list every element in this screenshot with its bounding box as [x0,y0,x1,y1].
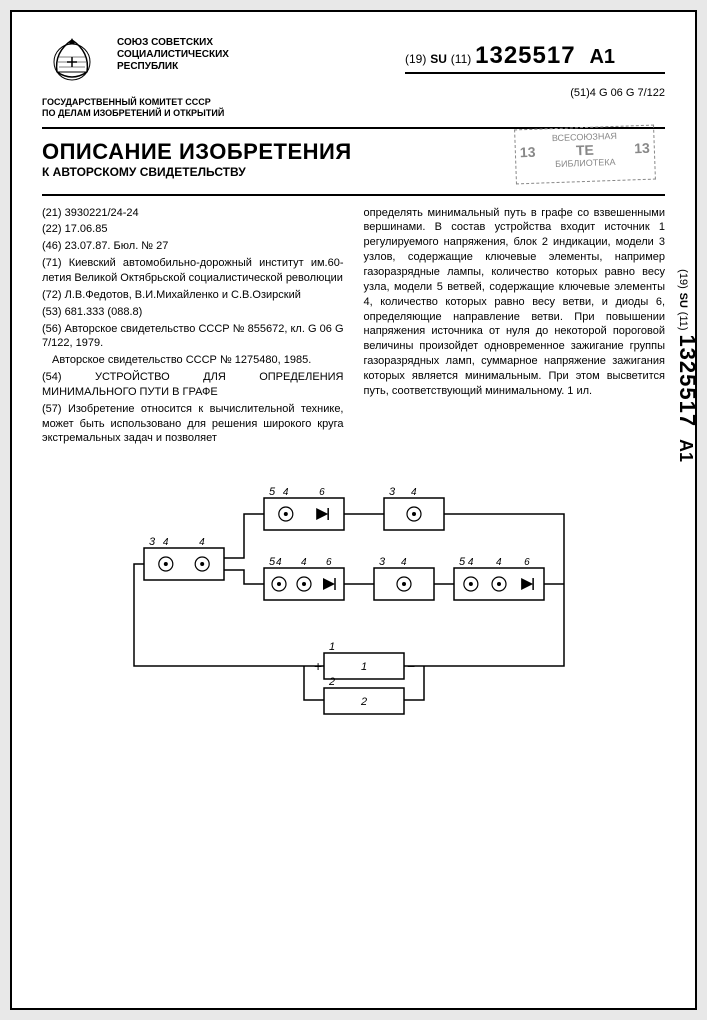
patent-number: 1325517 [475,42,575,69]
svg-text:4: 4 [199,537,205,548]
svg-text:6: 6 [319,487,325,498]
code-11: (11) [451,52,471,66]
svg-text:5: 5 [459,556,466,568]
svg-text:4: 4 [162,537,168,548]
stamp-num-right: 13 [634,140,650,157]
field-56: (56) Авторское свидетельство СССР № 8556… [42,322,344,352]
svg-text:2: 2 [360,696,367,708]
classif-code: G 06 G 7/122 [599,87,665,99]
side-kind-code: A1 [676,439,696,462]
svg-text:5: 5 [269,556,276,568]
classification: (51)4 G 06 G 7/122 [570,87,665,99]
divider2 [42,194,665,196]
svg-text:1: 1 [329,641,335,653]
field-46: (46) 23.07.87. Бюл. № 27 [42,239,344,254]
figure-container: 3445463454463454461+−122 [42,468,665,728]
kind-code: A1 [589,46,615,68]
svg-text:6: 6 [524,557,530,568]
field-71: (71) Киевский автомобильно-дорожный инст… [42,256,344,286]
side-code-11: (11) [677,312,689,331]
svg-text:4: 4 [467,557,473,568]
svg-text:3: 3 [379,556,386,568]
svg-text:6: 6 [326,557,332,568]
side-country-code: SU [677,293,689,308]
field-72: (72) Л.В.Федотов, В.И.Михайленко и С.В.О… [42,288,344,303]
circuit-diagram: 3445463454463454461+−122 [124,468,584,728]
svg-text:3: 3 [389,486,396,498]
patent-page: СОЮЗ СОВЕТСКИХ СОЦИАЛИСТИЧЕСКИХ РЕСПУБЛИ… [10,10,697,1010]
svg-text:4: 4 [401,557,407,568]
svg-text:4: 4 [301,557,307,568]
svg-text:5: 5 [269,486,276,498]
svg-text:−: − [407,658,415,674]
classif-prefix: (51)4 [570,87,596,99]
code-19: (19) [405,52,426,66]
text-columns: (21) 3930221/24-24 (22) 17.06.85 (46) 23… [42,206,665,449]
document-number: (19) SU (11) 1325517 A1 [405,42,665,74]
svg-text:2: 2 [328,676,335,688]
abstract-continued: определять минимальный путь в графе со в… [364,206,666,399]
field-22: (22) 17.06.85 [42,222,344,237]
svg-text:1: 1 [361,661,367,673]
stamp-num-left: 13 [520,144,536,161]
union-label: СОЮЗ СОВЕТСКИХ СОЦИАЛИСТИЧЕСКИХ РЕСПУБЛИ… [117,37,229,73]
svg-text:3: 3 [149,536,156,548]
left-column: (21) 3930221/24-24 (22) 17.06.85 (46) 23… [42,206,344,449]
field-56b: Авторское свидетельство СССР № 1275480, … [42,353,344,368]
side-document-number: (19) SU (11) 1325517 A1 [674,269,700,462]
side-patent-number: 1325517 [675,334,700,427]
right-column: определять минимальный путь в графе со в… [364,206,666,449]
library-stamp: ВСЕСОЮЗНАЯ 13 ТЕ 13 БИБЛИОТЕКА [514,125,656,185]
field-53: (53) 681.333 (088.8) [42,305,344,320]
field-57: (57) Изобретение относится к вычислитель… [42,402,344,447]
ussr-emblem-icon [42,32,102,87]
svg-text:4: 4 [276,557,282,568]
field-54: (54) УСТРОЙСТВО ДЛЯ ОПРЕДЕЛЕНИЯ МИНИМАЛЬ… [42,370,344,400]
side-code-19: (19) [677,269,689,289]
country-code: SU [430,52,447,66]
svg-text:4: 4 [411,487,417,498]
svg-text:+: + [314,658,322,674]
svg-text:4: 4 [496,557,502,568]
committee-label: ГОСУДАРСТВЕННЫЙ КОМИТЕТ СССР ПО ДЕЛАМ ИЗ… [42,97,665,119]
svg-text:4: 4 [282,487,288,498]
field-21: (21) 3930221/24-24 [42,206,344,221]
